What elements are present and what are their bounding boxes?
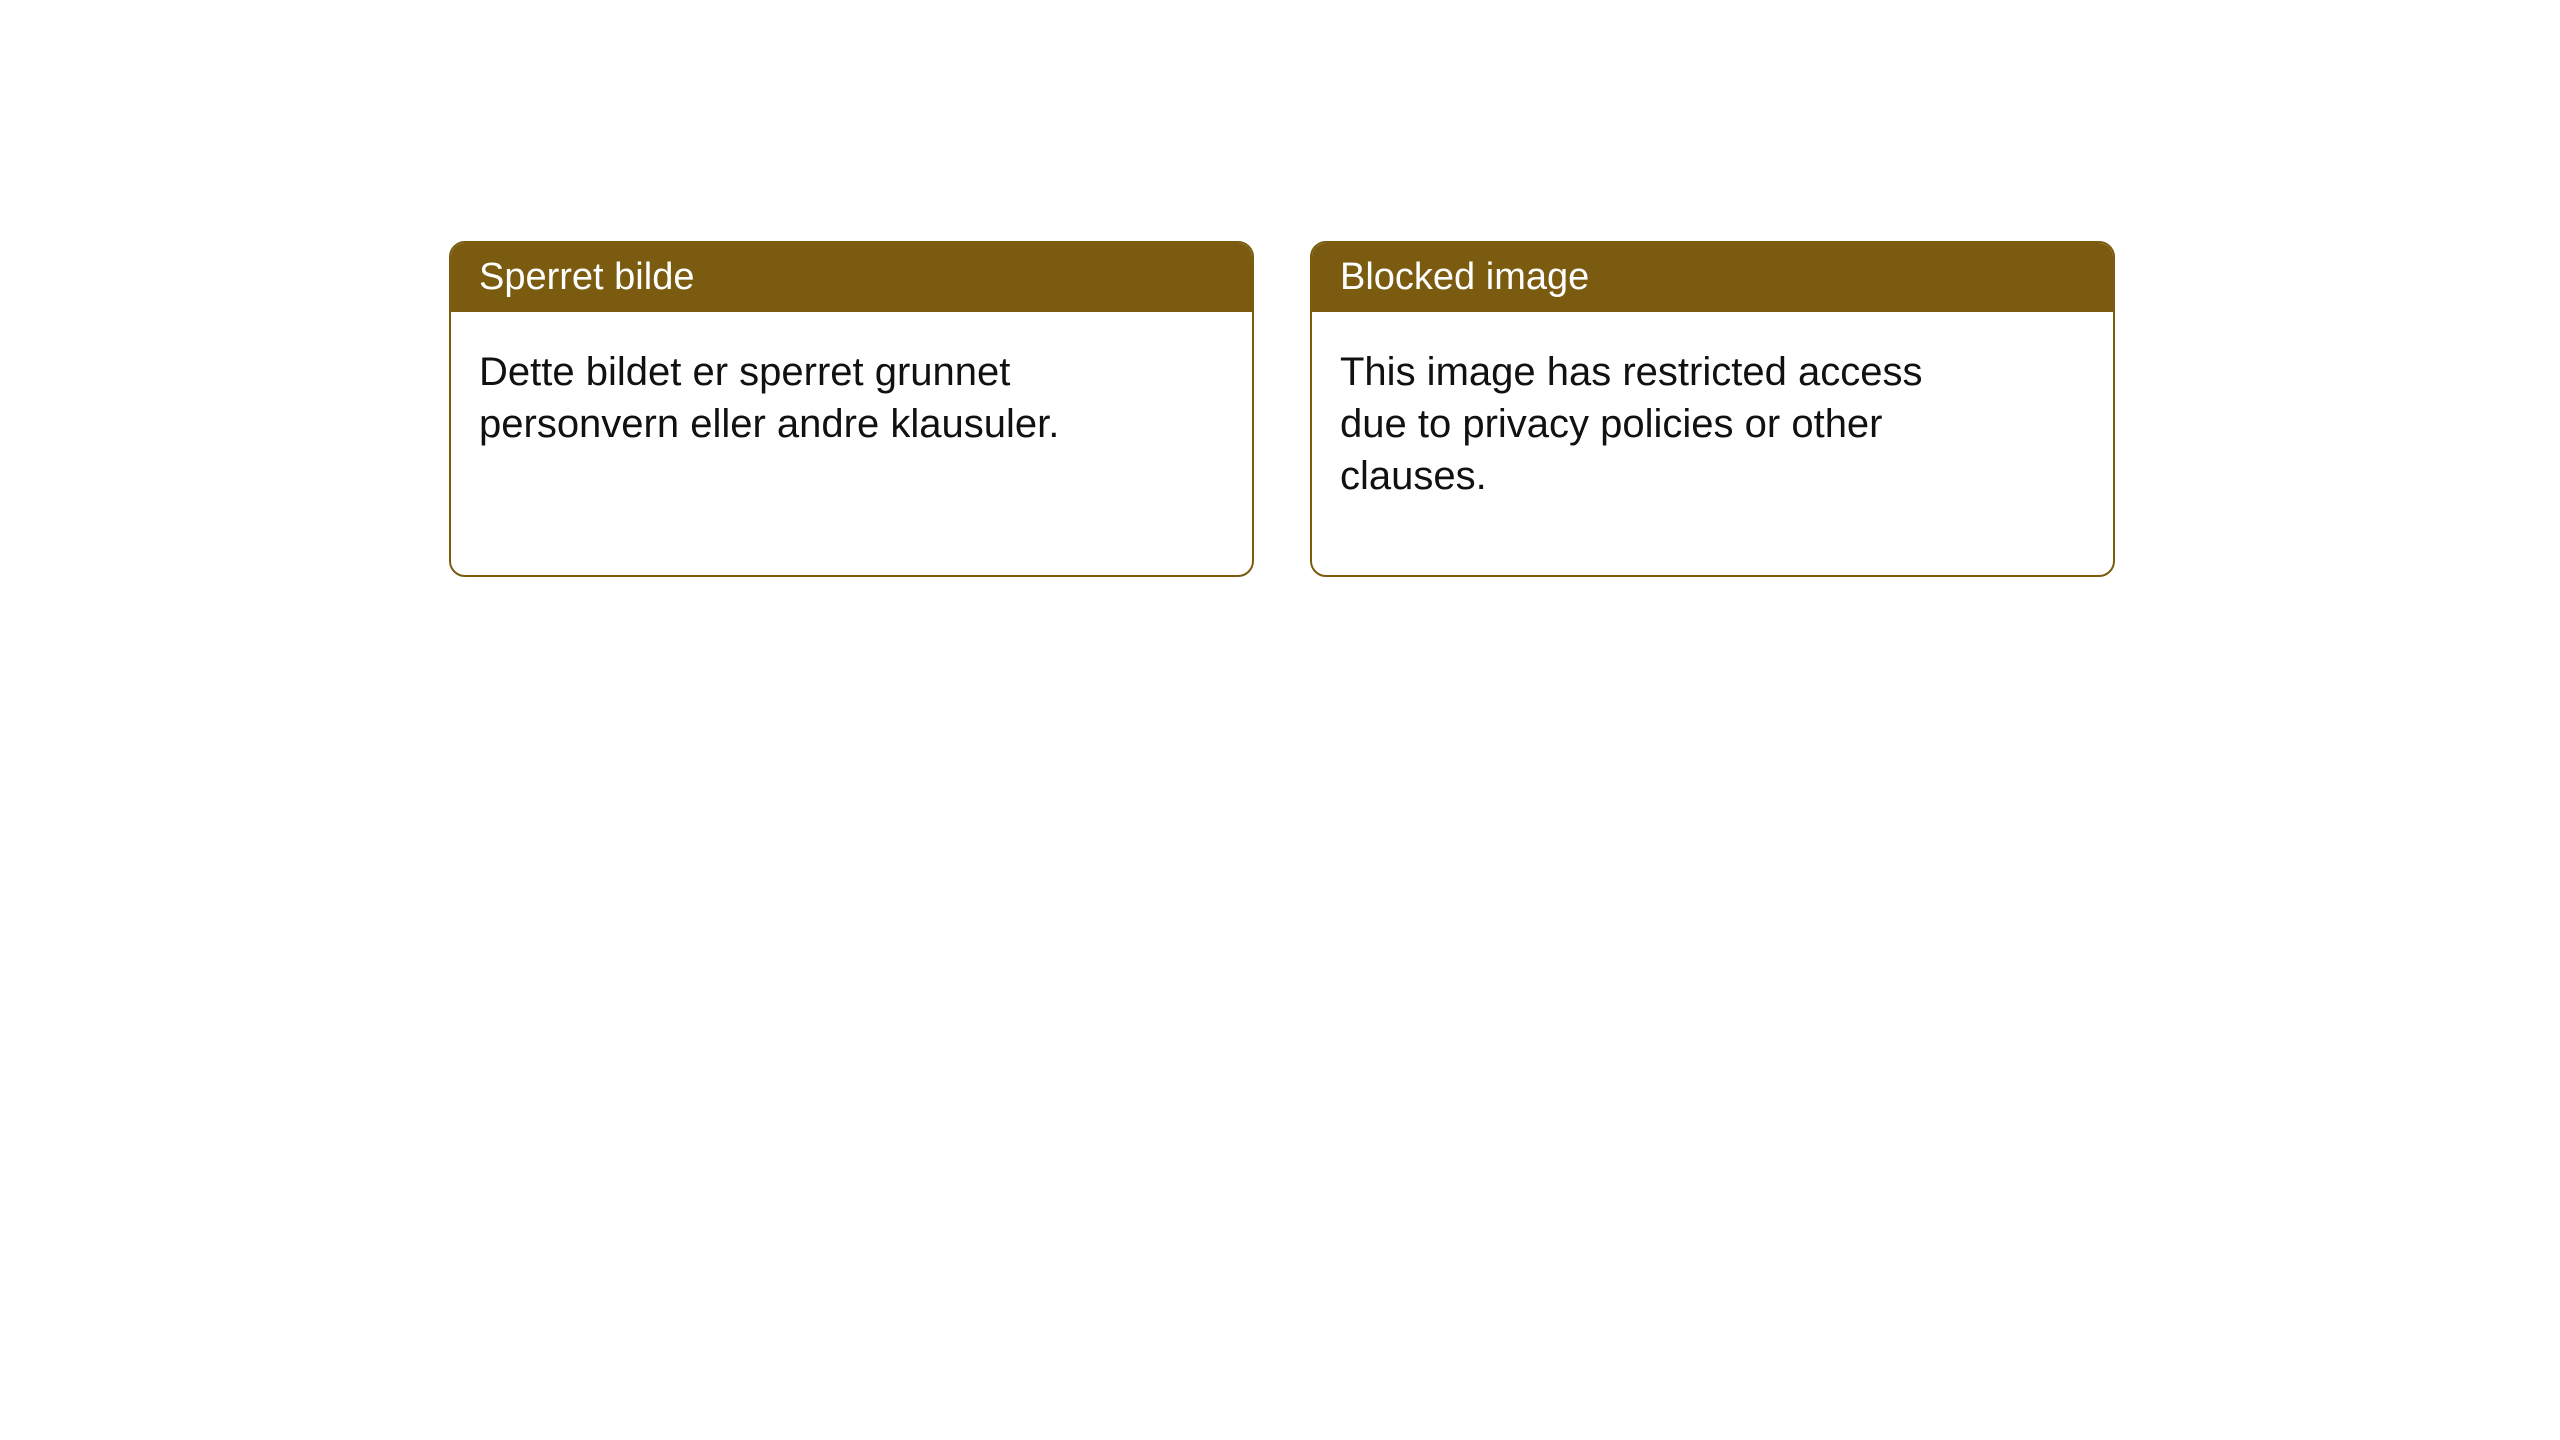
notice-title-english: Blocked image <box>1312 243 2113 312</box>
notice-card-norwegian: Sperret bilde Dette bildet er sperret gr… <box>449 241 1254 577</box>
notice-container: Sperret bilde Dette bildet er sperret gr… <box>449 241 2115 577</box>
notice-title-norwegian: Sperret bilde <box>451 243 1252 312</box>
notice-body-norwegian: Dette bildet er sperret grunnet personve… <box>451 312 1131 484</box>
notice-card-english: Blocked image This image has restricted … <box>1310 241 2115 577</box>
notice-body-english: This image has restricted access due to … <box>1312 312 1992 536</box>
